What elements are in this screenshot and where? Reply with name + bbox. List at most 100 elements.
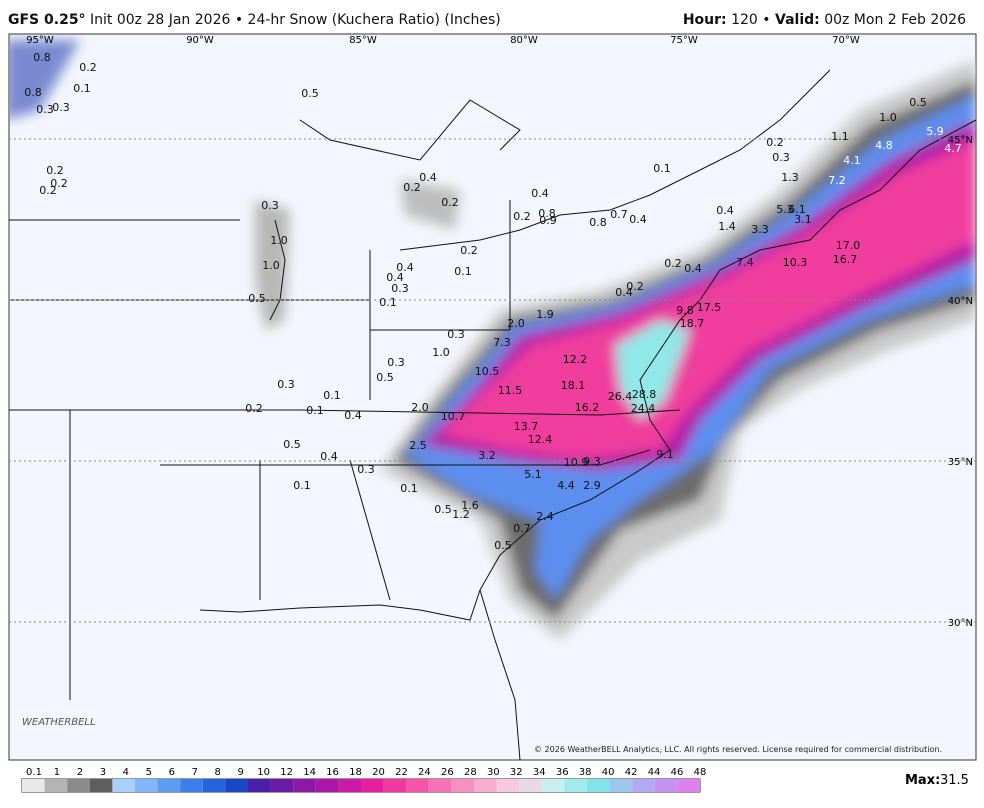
snow-amount: 0.2: [513, 210, 531, 223]
latitude-label: 45°N: [948, 135, 973, 146]
colorbar-tick: 5: [146, 767, 152, 778]
snow-shading: [9, 40, 976, 640]
max-label: Max:: [905, 773, 940, 788]
latitude-label: 30°N: [948, 618, 973, 629]
snow-amount: 1.0: [270, 234, 288, 247]
snow-amount: 12.2: [563, 353, 588, 366]
colorbar-swatch: [383, 779, 407, 792]
snow-amount: 0.1: [323, 389, 341, 402]
snow-amount: 10.3: [783, 256, 808, 269]
colorbar-tick: 12: [280, 767, 293, 778]
snow-amount: 0.1: [293, 479, 311, 492]
colorbar-swatch: [564, 779, 587, 792]
snow-amount: 0.2: [441, 196, 459, 209]
snow-amount: 0.2: [626, 280, 644, 293]
snow-amount: 2.4: [536, 510, 554, 523]
colorbar-tick: 22: [395, 767, 408, 778]
snow-amount: 2.5: [409, 439, 427, 452]
colorbar-swatch: [654, 779, 678, 792]
hour: 120: [731, 12, 758, 28]
snow-amount: 0.3: [261, 199, 279, 212]
colorbar-swatch: [270, 779, 294, 792]
colorbar-swatch: [22, 779, 45, 792]
snow-amount: 1.9: [536, 308, 554, 321]
colorbar-tick: 46: [671, 767, 684, 778]
snow-amount: 0.3: [387, 356, 405, 369]
snow-amount: 28.8: [632, 388, 657, 401]
colorbar-swatch: [89, 779, 113, 792]
snow-amount: 0.7: [513, 522, 531, 535]
snow-amount: 7.3: [493, 336, 511, 349]
colorbar-swatch: [428, 779, 452, 792]
snow-amount: 7.4: [736, 256, 754, 269]
snow-amount: 7.2: [828, 174, 846, 187]
snow-amount: 1.1: [831, 130, 849, 143]
colorbar-swatch: [225, 779, 248, 792]
snow-amount: 0.5: [434, 503, 452, 516]
snow-amount: 0.4: [615, 286, 633, 299]
colorbar-tick: 38: [579, 767, 592, 778]
snow-amount: 0.1: [73, 82, 91, 95]
snow-amount: 0.5: [494, 539, 512, 552]
snow-amount: 17.5: [697, 301, 722, 314]
colorbar-tick: 24: [418, 767, 431, 778]
snow-amount: 4.4: [557, 479, 575, 492]
colorbar-swatch: [248, 779, 271, 792]
colorbar-swatch: [541, 779, 565, 792]
snow-amount: 9.1: [656, 448, 674, 461]
snow-amount: 0.1: [306, 404, 324, 417]
colorbar-tick: 6: [169, 767, 175, 778]
snow-amount: 1.0: [262, 259, 280, 272]
snow-amount: 26.4: [608, 390, 633, 403]
colorbar-tick: 42: [625, 767, 638, 778]
snow-amount: 9.3: [583, 455, 601, 468]
snow-amount: 0.9: [539, 214, 557, 227]
snow-amount: 3.1: [794, 213, 812, 226]
snow-amount: 0.1: [454, 265, 472, 278]
longitude-label: 95°W: [26, 35, 54, 46]
snow-amount: 0.5: [376, 371, 394, 384]
boundaries: [9, 69, 976, 760]
snow-amount: 13.7: [514, 420, 539, 433]
snow-amount: 0.8: [538, 207, 556, 220]
snow-amount: 1.3: [781, 171, 799, 184]
snow-amount: 0.2: [403, 181, 421, 194]
colorbar-swatch: [112, 779, 135, 792]
latitude-label: 40°N: [948, 296, 973, 307]
colorbar-tick: 34: [533, 767, 546, 778]
colorbar-tick: 40: [602, 767, 615, 778]
snow-amount: 0.2: [245, 402, 263, 415]
snow-amount: 10.7: [441, 410, 466, 423]
description: Init 00z 28 Jan 2026 • 24-hr Snow (Kuche…: [90, 12, 501, 28]
snow-amount: 16.7: [833, 253, 858, 266]
colorbar-tick: 8: [215, 767, 221, 778]
colorbar-swatch: [44, 779, 68, 792]
colorbar-swatch: [587, 779, 610, 792]
colorbar-tick: 0.1: [26, 767, 42, 778]
snow-amount: 4.1: [843, 154, 861, 167]
separator: •: [762, 12, 771, 28]
snow-amount: 0.2: [460, 244, 478, 257]
snow-amount: 5.1: [524, 468, 542, 481]
colorbar-swatch: [338, 779, 361, 792]
colorbar-tick: 36: [556, 767, 569, 778]
snow-amount: 6.1: [788, 203, 806, 216]
longitude-label: 80°W: [510, 35, 538, 46]
snow-amount: 0.4: [344, 409, 362, 422]
snow-amount: 0.5: [301, 87, 319, 100]
snow-amount: 0.3: [391, 282, 409, 295]
colorbar-tick: 9: [238, 767, 244, 778]
snow-amount: 12.4: [528, 433, 553, 446]
snow-amount: 0.4: [716, 204, 734, 217]
snow-amount: 9.8: [676, 304, 694, 317]
snow-amount: 3.3: [751, 223, 769, 236]
colorbar-swatch: [315, 779, 339, 792]
snow-amount: 0.3: [357, 463, 375, 476]
snow-amount: 0.8: [24, 86, 42, 99]
snow-amount: 5.9: [926, 125, 944, 138]
colorbar-tick: 18: [349, 767, 362, 778]
logo: WEATHERBELL: [22, 717, 96, 728]
copyright: © 2026 WeatherBELL Analytics, LLC. All r…: [534, 745, 942, 754]
